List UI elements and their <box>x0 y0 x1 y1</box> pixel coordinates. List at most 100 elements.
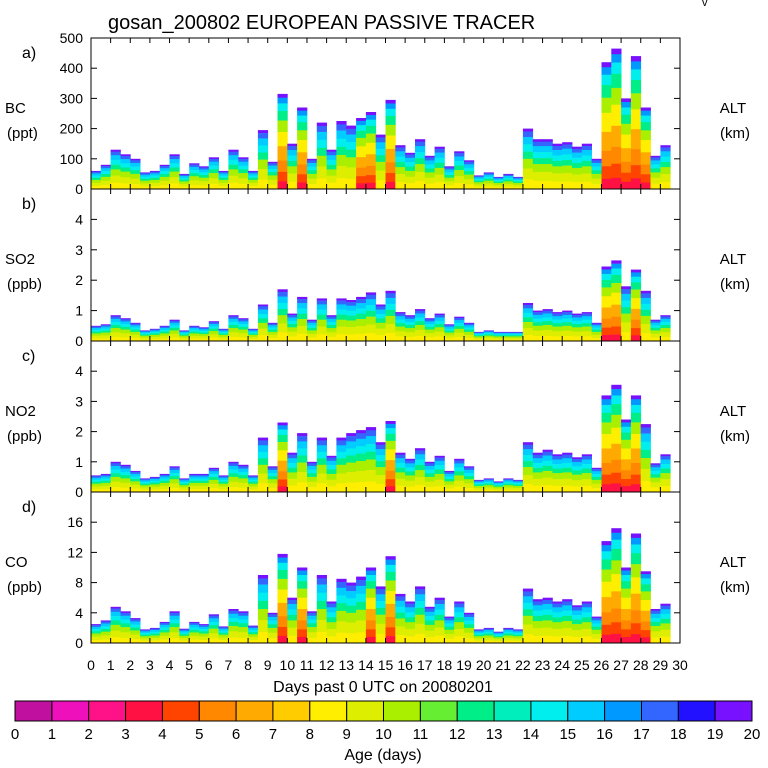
age-band-segment <box>248 477 259 480</box>
age-band-segment <box>110 315 121 317</box>
age-band-segment <box>257 483 269 493</box>
age-band-segment <box>483 489 494 493</box>
concentration-column <box>473 629 485 644</box>
age-band-segment <box>621 570 632 576</box>
colorbar-tick-label: 3 <box>121 726 129 743</box>
concentration-column <box>621 98 632 190</box>
age-band-segment <box>297 130 308 141</box>
age-band-segment <box>434 174 445 183</box>
age-band-segment <box>601 422 612 435</box>
age-band-segment <box>149 630 161 633</box>
age-band-segment <box>326 607 337 613</box>
age-band-segment <box>159 629 170 633</box>
concentration-column <box>208 467 219 493</box>
age-band-segment <box>228 149 239 152</box>
age-band-segment <box>415 321 426 326</box>
age-band-segment <box>267 469 278 474</box>
age-band-segment <box>326 460 337 466</box>
age-band-segment <box>640 571 651 575</box>
age-band-segment <box>277 97 288 104</box>
age-band-segment <box>218 177 229 181</box>
age-band-segment <box>169 469 180 474</box>
age-band-segment <box>630 289 642 299</box>
age-band-segment <box>542 309 553 311</box>
age-band-segment <box>287 150 298 156</box>
age-band-segment <box>316 304 327 310</box>
age-band-segment <box>395 452 406 455</box>
age-band-segment <box>287 627 298 637</box>
age-band-segment <box>464 483 475 489</box>
age-band-segment <box>120 466 131 469</box>
age-band-segment <box>385 135 396 150</box>
age-band-segment <box>346 149 357 158</box>
age-band-segment <box>611 87 622 106</box>
age-band-segment <box>630 165 642 179</box>
age-band-segment <box>248 328 259 330</box>
age-band-segment <box>454 601 465 604</box>
age-band-segment <box>91 177 102 181</box>
concentration-column <box>257 575 269 644</box>
age-band-segment <box>581 326 592 332</box>
concentration-column <box>248 328 259 342</box>
age-band-segment <box>365 133 377 144</box>
age-band-segment <box>542 310 553 314</box>
age-band-segment <box>640 584 651 592</box>
age-band-segment <box>189 325 200 327</box>
age-band-segment <box>326 336 337 342</box>
age-band-segment <box>365 324 377 334</box>
concentration-column <box>522 442 534 493</box>
age-band-segment <box>110 321 121 326</box>
age-band-segment <box>405 318 416 323</box>
age-band-segment <box>473 180 485 183</box>
age-band-segment <box>562 452 573 455</box>
age-band-segment <box>621 637 632 644</box>
age-band-segment <box>336 138 347 148</box>
age-band-segment <box>572 480 583 487</box>
age-band-segment <box>483 640 494 644</box>
age-band-segment <box>650 320 661 323</box>
age-band-segment <box>326 169 337 176</box>
age-band-segment <box>611 304 622 318</box>
age-band-segment <box>630 282 642 290</box>
age-band-segment <box>199 185 210 190</box>
age-band-segment <box>257 159 269 170</box>
age-band-segment <box>189 180 200 186</box>
age-band-segment <box>238 329 249 334</box>
age-band-segment <box>169 615 180 620</box>
age-band-segment <box>621 629 632 638</box>
age-band-segment <box>91 475 102 477</box>
age-band-segment <box>199 332 210 335</box>
age-band-segment <box>356 620 367 633</box>
age-band-segment <box>238 619 249 624</box>
age-band-segment <box>159 485 170 490</box>
age-band-segment <box>621 567 632 571</box>
age-band-segment <box>297 462 308 473</box>
age-band-segment <box>522 168 534 180</box>
age-band-segment <box>503 179 514 182</box>
age-band-segment <box>493 490 504 493</box>
age-band-segment <box>110 182 121 190</box>
colorbar-swatch <box>161 700 200 722</box>
age-band-segment <box>640 441 651 451</box>
age-band-segment <box>169 479 180 484</box>
age-band-segment <box>493 177 504 179</box>
concentration-column <box>307 461 318 493</box>
age-band-segment <box>130 160 141 164</box>
age-band-segment <box>542 627 553 637</box>
colorbar-swatch <box>125 700 163 722</box>
concentration-column <box>650 609 661 644</box>
concentration-column <box>415 139 426 190</box>
age-band-segment <box>228 637 239 644</box>
age-band-segment <box>395 147 406 152</box>
age-band-segment <box>248 179 259 184</box>
age-band-segment <box>365 609 377 621</box>
age-band-segment <box>189 326 200 329</box>
age-band-segment <box>267 338 278 342</box>
age-band-segment <box>444 638 455 644</box>
age-band-segment <box>130 334 141 339</box>
age-band-segment <box>307 612 318 617</box>
concentration-column <box>542 597 553 644</box>
age-band-segment <box>405 480 416 487</box>
age-band-segment <box>228 318 239 323</box>
age-band-segment <box>316 464 327 474</box>
